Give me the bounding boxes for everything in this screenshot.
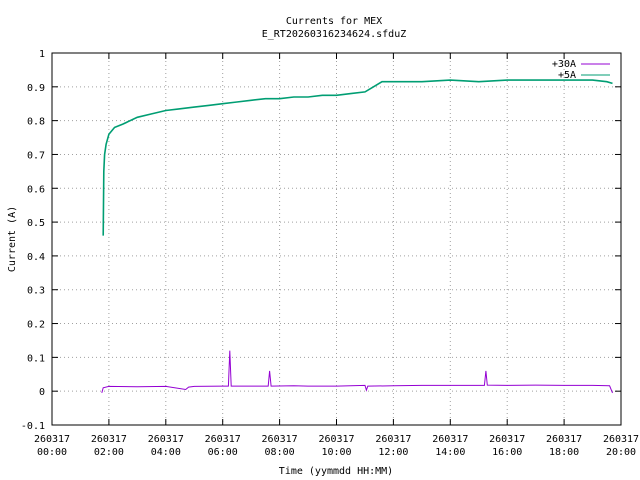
axis-ticks: -0.1 0 0.1 0.2 0.3 0.4 0.5 0.6 0.7 0.8 0.9 1 260317 0… <box>21 49 639 458</box>
x-tick-label-date: 260317 <box>34 434 70 445</box>
x-tick-label-time: 20:00 <box>606 447 636 458</box>
x-tick-label-time: 04:00 <box>151 447 181 458</box>
y-tick-label: 0.2 <box>27 320 45 331</box>
x-tick-label-date: 260317 <box>262 434 298 445</box>
y-tick-label: 0.1 <box>27 353 45 364</box>
x-tick-label-time: 16:00 <box>492 447 522 458</box>
chart-subtitle: E_RT20260316234624.sfduZ <box>262 29 407 40</box>
y-tick-label: 0.5 <box>27 218 45 229</box>
x-tick-label-time: 00:00 <box>37 447 67 458</box>
x-tick-label-time: 10:00 <box>321 447 351 458</box>
x-tick-label-time: 12:00 <box>378 447 408 458</box>
y-axis-label: Current (A) <box>7 206 18 272</box>
x-tick-label-date: 260317 <box>546 434 582 445</box>
y-tick-label: 0.3 <box>27 286 45 297</box>
x-tick-label-time: 08:00 <box>265 447 295 458</box>
x-tick-label-time: 14:00 <box>435 447 465 458</box>
x-tick-label-date: 260317 <box>205 434 241 445</box>
chart-title: Currents for MEX <box>286 16 382 27</box>
legend: +30A+5A <box>552 59 610 81</box>
y-tick-label: 1 <box>39 49 45 60</box>
series-lines <box>101 79 613 394</box>
x-tick-label-time: 06:00 <box>208 447 238 458</box>
x-tick-label-date: 260317 <box>91 434 127 445</box>
y-tick-label: 0.6 <box>27 184 45 195</box>
x-tick-label-date: 260317 <box>318 434 354 445</box>
legend-label: +30A <box>552 59 576 70</box>
x-tick-label-date: 260317 <box>148 434 184 445</box>
x-axis-label: Time (yymmdd HH:MM) <box>279 466 393 477</box>
x-tick-label-date: 260317 <box>432 434 468 445</box>
legend-label: +5A <box>558 70 576 81</box>
y-tick-label: 0 <box>39 387 45 398</box>
series-line-plus-5a <box>102 79 613 236</box>
y-tick-label: -0.1 <box>21 421 45 432</box>
x-tick-label-date: 260317 <box>375 434 411 445</box>
x-tick-label-date: 260317 <box>489 434 525 445</box>
grid-lines <box>52 53 621 425</box>
y-tick-label: 0.7 <box>27 150 45 161</box>
y-tick-label: 0.9 <box>27 83 45 94</box>
y-tick-label: 0.8 <box>27 117 45 128</box>
y-tick-label: 0.4 <box>27 252 45 263</box>
series-line-plus-30a <box>101 350 613 394</box>
x-tick-label-time: 02:00 <box>94 447 124 458</box>
x-tick-label-date: 260317 <box>603 434 639 445</box>
x-tick-label-time: 18:00 <box>549 447 579 458</box>
